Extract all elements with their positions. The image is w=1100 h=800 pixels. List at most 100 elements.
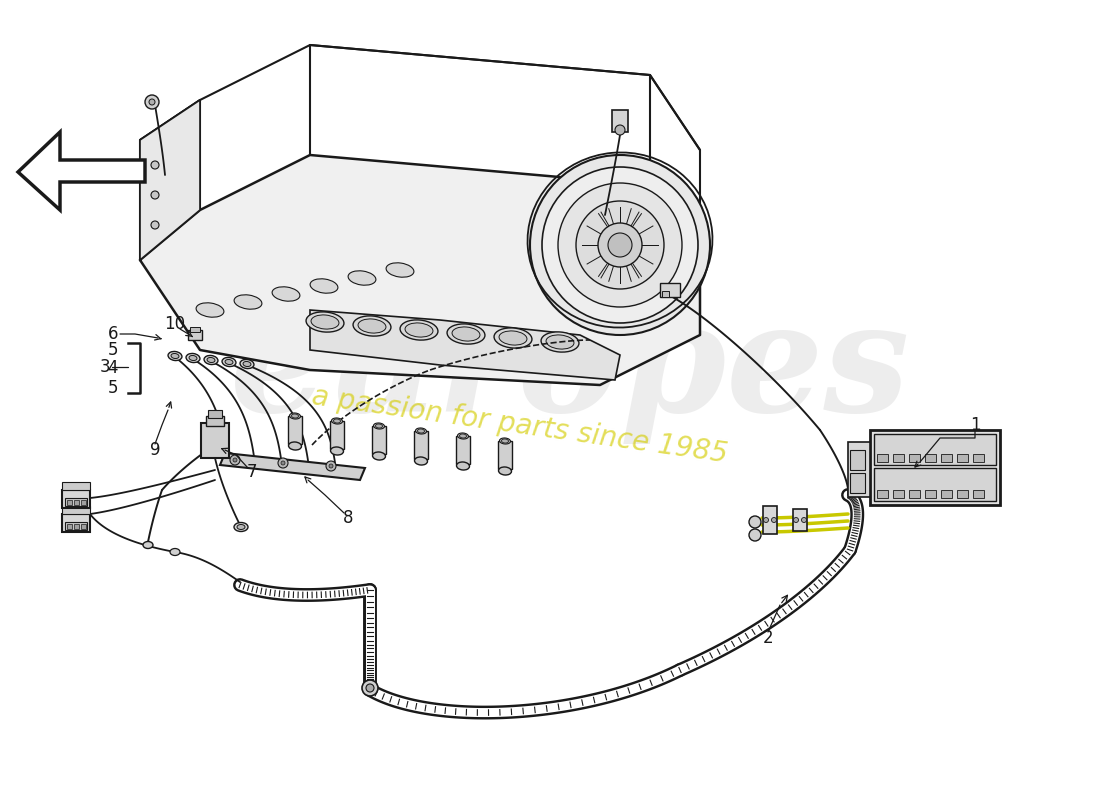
Ellipse shape (272, 286, 300, 302)
Circle shape (230, 455, 240, 465)
Ellipse shape (460, 434, 466, 438)
Polygon shape (220, 453, 365, 480)
Circle shape (802, 518, 806, 522)
Bar (909, 454, 920, 462)
Circle shape (148, 99, 155, 105)
Ellipse shape (236, 525, 245, 530)
Bar (62, 506, 90, 514)
Bar (957, 454, 968, 462)
Circle shape (615, 125, 625, 135)
Bar (74, 500, 79, 505)
Circle shape (278, 458, 288, 468)
Text: 6: 6 (108, 325, 118, 343)
Polygon shape (140, 155, 700, 385)
Text: 1: 1 (970, 416, 980, 434)
Bar (65, 498, 87, 506)
Bar (877, 490, 888, 498)
Bar (660, 283, 680, 297)
Circle shape (151, 161, 160, 169)
Bar (456, 436, 470, 464)
Circle shape (233, 458, 236, 462)
Bar (62, 514, 90, 532)
Ellipse shape (331, 418, 342, 424)
Bar (662, 291, 669, 297)
Bar (974, 490, 984, 498)
Text: 3: 3 (99, 358, 110, 376)
Circle shape (749, 516, 761, 528)
Ellipse shape (373, 452, 385, 460)
Bar (957, 490, 968, 498)
Bar (925, 454, 936, 462)
Ellipse shape (170, 549, 180, 555)
Bar (81, 524, 86, 529)
Circle shape (151, 191, 160, 199)
Bar (874, 434, 996, 465)
Ellipse shape (207, 358, 215, 362)
Text: 10: 10 (164, 315, 186, 333)
Bar (201, 423, 229, 458)
Bar (208, 410, 222, 418)
Ellipse shape (292, 414, 298, 418)
Ellipse shape (400, 320, 438, 340)
Bar (67, 524, 72, 529)
Circle shape (749, 529, 761, 541)
Text: 2: 2 (762, 629, 773, 647)
Ellipse shape (289, 413, 300, 419)
Bar (74, 524, 79, 529)
Bar (330, 421, 344, 449)
Bar (940, 490, 952, 498)
Circle shape (530, 155, 710, 335)
Circle shape (151, 221, 160, 229)
Ellipse shape (222, 358, 236, 366)
Bar (877, 454, 888, 462)
Ellipse shape (170, 354, 179, 358)
Text: 4: 4 (108, 359, 118, 377)
Bar (974, 454, 984, 462)
Ellipse shape (288, 442, 301, 450)
Circle shape (329, 464, 333, 468)
Ellipse shape (358, 319, 386, 333)
Circle shape (558, 183, 682, 307)
Ellipse shape (499, 331, 527, 345)
Bar (62, 482, 90, 490)
Ellipse shape (196, 302, 224, 318)
Circle shape (598, 223, 642, 267)
Bar (188, 330, 202, 340)
Ellipse shape (418, 429, 425, 433)
Ellipse shape (546, 335, 574, 349)
Text: 5: 5 (108, 379, 118, 397)
Bar (874, 468, 996, 501)
Ellipse shape (415, 457, 428, 465)
Bar (372, 426, 386, 454)
Bar (850, 473, 865, 493)
Circle shape (608, 233, 632, 257)
Ellipse shape (386, 262, 414, 278)
Circle shape (793, 518, 799, 522)
Ellipse shape (375, 424, 383, 428)
Bar (940, 454, 952, 462)
Ellipse shape (204, 355, 218, 365)
Circle shape (763, 518, 769, 522)
Ellipse shape (226, 359, 233, 365)
Ellipse shape (348, 270, 376, 286)
Bar (793, 509, 807, 531)
Bar (288, 416, 302, 444)
Bar (190, 327, 200, 332)
Bar (414, 431, 428, 459)
Ellipse shape (452, 327, 480, 341)
Ellipse shape (330, 447, 343, 455)
Ellipse shape (333, 419, 341, 423)
Bar (763, 506, 777, 534)
Ellipse shape (456, 462, 470, 470)
Bar (850, 450, 865, 470)
Text: europes: europes (230, 295, 910, 445)
Ellipse shape (494, 328, 532, 348)
Ellipse shape (458, 433, 469, 439)
Ellipse shape (311, 315, 339, 329)
Bar (612, 110, 628, 132)
Ellipse shape (143, 542, 153, 549)
Ellipse shape (168, 351, 182, 361)
Polygon shape (310, 310, 620, 380)
Bar (925, 490, 936, 498)
Circle shape (362, 680, 378, 696)
